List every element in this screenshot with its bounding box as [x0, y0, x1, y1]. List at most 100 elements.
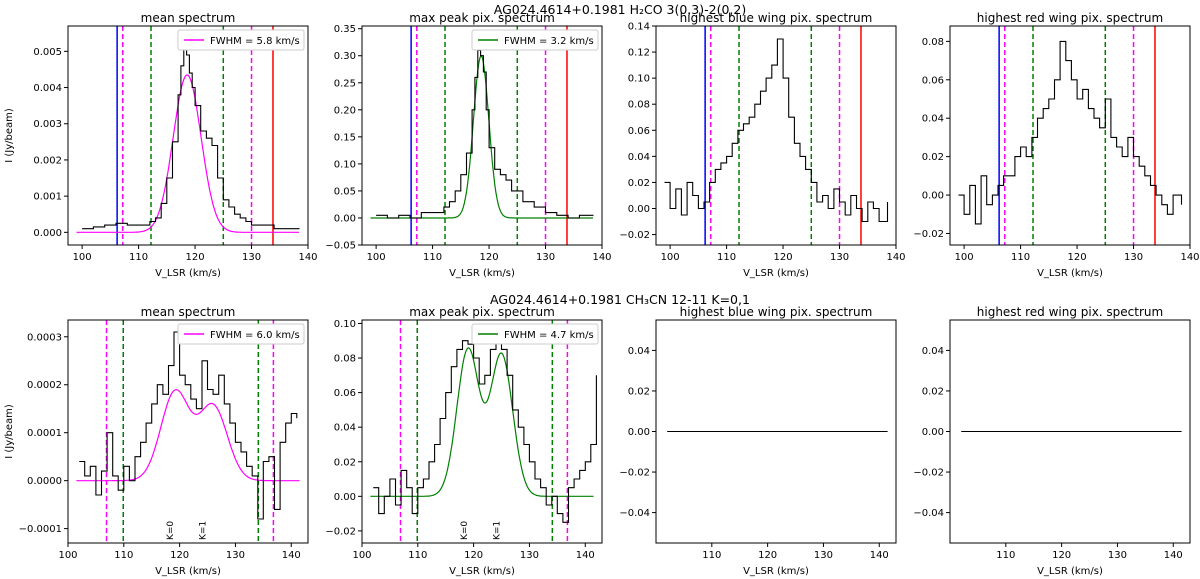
legend-box — [177, 29, 305, 51]
y-tick-label: 0.02 — [922, 386, 944, 397]
x-tick-label: 120 — [774, 252, 793, 263]
x-tick-label: 130 — [814, 550, 833, 561]
y-tick-label: 0.08 — [334, 354, 356, 365]
y-tick-label: 0.05 — [334, 186, 356, 197]
y-tick-label: 0.08 — [922, 37, 944, 48]
y-tick-label: 0.0003 — [27, 332, 62, 343]
panel-4: mean spectrum V_LSR (km/s) I (Jy/beam) 100 1… — [4, 305, 309, 577]
x-tick-label: 100 — [367, 252, 386, 263]
fit-curve — [76, 74, 299, 233]
y-tick-label: 0.0000 — [27, 476, 62, 487]
y-tick-label: 0.002 — [33, 155, 62, 166]
x-tick-label: 120 — [1068, 252, 1087, 263]
transition-annotation: K=1 — [198, 521, 208, 540]
y-tick-label: 0.25 — [334, 78, 356, 89]
transition-annotation: K=0 — [166, 521, 176, 540]
y-tick-label: 0.02 — [628, 178, 650, 189]
axes-frame — [949, 319, 1191, 544]
x-tick-label: 100 — [352, 550, 371, 561]
x-tick-label: 130 — [830, 252, 849, 263]
panel-title: highest red wing pix. spectrum — [977, 11, 1163, 25]
y-tick-label: 0.0001 — [27, 428, 62, 439]
x-tick-label: 140 — [886, 252, 905, 263]
x-tick-label: 130 — [1108, 550, 1127, 561]
y-tick-label: 0.001 — [33, 192, 62, 203]
x-tick-label: 110 — [423, 252, 442, 263]
spectrum-line — [376, 49, 594, 219]
y-tick-label: 0.005 — [33, 47, 62, 58]
row-title-h2co: AG024.4614+0.1981 H₂CO 3(0,3)-2(0,2) — [494, 2, 746, 17]
x-tick-label: 120 — [186, 252, 205, 263]
y-tick-label: 0.06 — [628, 126, 650, 137]
y-tick-label: −0.0001 — [19, 524, 62, 535]
spectrum-line — [958, 40, 1183, 225]
panel-3: highest red wing pix. spectrum V_LSR (km/… — [913, 11, 1199, 279]
x-tick-label: 140 — [870, 550, 889, 561]
y-tick-label: 0.04 — [334, 423, 356, 434]
x-tick-label: 100 — [58, 550, 77, 561]
y-tick-label: 0.06 — [334, 388, 356, 399]
y-tick-label: 0.04 — [628, 152, 650, 163]
y-tick-label: 0.20 — [334, 105, 356, 116]
y-tick-label: 0.004 — [33, 83, 62, 94]
panel-title: max peak pix. spectrum — [409, 305, 555, 319]
y-tick-label: 0.15 — [334, 132, 356, 143]
panel-1: max peak pix. spectrum V_LSR (km/s) 100 110… — [325, 11, 611, 279]
panel-title: highest blue wing pix. spectrum — [680, 11, 873, 25]
fit-curve — [370, 54, 593, 219]
panel-title: mean spectrum — [141, 11, 236, 25]
spectrum-line — [82, 47, 300, 230]
x-tick-label: 110 — [717, 252, 736, 263]
x-tick-label: 120 — [758, 550, 777, 561]
plot-area — [664, 26, 889, 245]
plot-area — [76, 26, 300, 245]
spectrum-line — [79, 331, 298, 520]
y-tick-label: 0.14 — [628, 22, 650, 33]
y-tick-label: 0.30 — [334, 51, 356, 62]
y-tick-label: 0.02 — [922, 152, 944, 163]
y-tick-label: 0.08 — [628, 100, 650, 111]
plot-area — [370, 26, 594, 245]
x-axis-label: V_LSR (km/s) — [743, 566, 809, 577]
legend-box — [471, 323, 599, 345]
x-tick-label: 130 — [226, 550, 245, 561]
x-tick-label: 140 — [1180, 252, 1199, 263]
axes-frame — [67, 319, 309, 544]
legend-box — [177, 323, 305, 345]
x-tick-label: 120 — [464, 550, 483, 561]
x-axis-label: V_LSR (km/s) — [449, 268, 515, 279]
x-tick-label: 110 — [702, 550, 721, 561]
x-tick-label: 140 — [1164, 550, 1183, 561]
x-tick-label: 110 — [408, 550, 427, 561]
x-tick-label: 120 — [480, 252, 499, 263]
legend-box — [471, 29, 599, 51]
x-axis-label: V_LSR (km/s) — [743, 268, 809, 279]
legend-label: FWHM = 6.0 km/s — [210, 330, 300, 341]
panel-title: max peak pix. spectrum — [409, 11, 555, 25]
x-tick-label: 120 — [1052, 550, 1071, 561]
y-tick-label: 0.00 — [628, 427, 650, 438]
axes-frame — [949, 25, 1191, 246]
x-tick-label: 100 — [955, 252, 974, 263]
x-tick-label: 120 — [170, 550, 189, 561]
y-tick-label: 0.00 — [922, 191, 944, 202]
x-axis-label: V_LSR (km/s) — [155, 566, 221, 577]
x-tick-label: 110 — [1011, 252, 1030, 263]
y-tick-label: 0.35 — [334, 24, 356, 35]
y-tick-label: 0.12 — [628, 48, 650, 59]
x-axis-label: V_LSR (km/s) — [449, 566, 515, 577]
spectrum-line — [664, 38, 889, 223]
fit-curve — [370, 347, 594, 497]
y-tick-label: 0.0002 — [27, 380, 62, 391]
y-tick-label: −0.02 — [619, 230, 650, 241]
y-tick-label: −0.02 — [325, 526, 356, 537]
y-tick-label: −0.04 — [913, 508, 944, 519]
y-tick-label: 0.10 — [334, 319, 356, 330]
y-tick-label: 0.04 — [628, 346, 650, 357]
axes-frame — [655, 25, 897, 246]
y-tick-label: 0.04 — [922, 346, 944, 357]
y-axis-label: I (Jy/beam) — [4, 404, 15, 459]
plot-area — [958, 26, 1183, 245]
legend-label: FWHM = 4.7 km/s — [504, 330, 594, 341]
